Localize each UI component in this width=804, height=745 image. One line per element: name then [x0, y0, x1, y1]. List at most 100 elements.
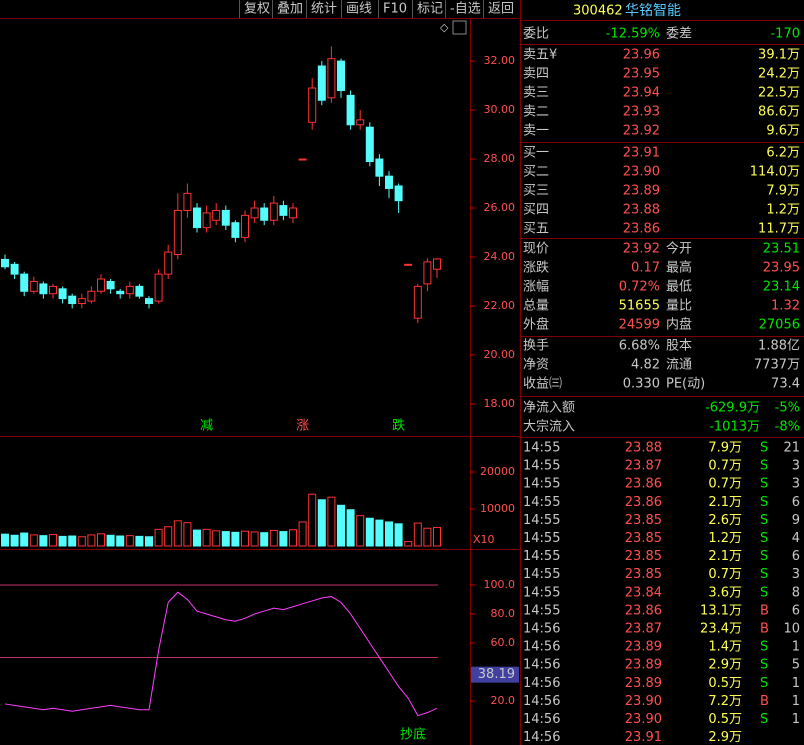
stock-code: 300462 [573, 4, 623, 19]
trade-time: 14:55 [523, 441, 560, 456]
signal-marker: 涨 [296, 419, 309, 434]
volume-bar [375, 519, 384, 547]
candle-body [250, 207, 259, 219]
volume-bar [404, 541, 413, 547]
candle-body [241, 214, 249, 238]
volume-bar [202, 528, 211, 547]
trade-volume: 7.9万 [708, 441, 742, 456]
bid-label: 买二 [523, 165, 549, 180]
y-tick-label: 20.00 [484, 348, 516, 361]
stat-label: 涨跌 [523, 260, 549, 276]
candle-body [337, 60, 345, 91]
settings-icon[interactable]: ◇ [440, 21, 449, 34]
candle-body [212, 209, 221, 221]
trade-side: B [760, 694, 769, 709]
trade-time: 14:55 [523, 531, 560, 546]
flow-label: 大宗流入 [523, 419, 575, 435]
candle-body [87, 290, 96, 302]
y-tick-label: 22.00 [484, 299, 516, 312]
candle-body [202, 212, 211, 229]
trade-volume: 2.1万 [708, 549, 742, 564]
trade-volume: 0.5万 [708, 676, 742, 691]
fund-value: 1.88亿 [758, 339, 800, 354]
trade-volume: 0.7万 [708, 567, 742, 582]
fund-value: 6.68% [619, 339, 660, 354]
trade-time: 14:56 [523, 640, 560, 655]
candle-body [106, 280, 115, 290]
trade-count: 6 [792, 495, 800, 510]
candle-body [308, 87, 317, 123]
volume-bar [346, 509, 355, 547]
candle-body [385, 175, 393, 189]
bid-label: 买三 [523, 184, 549, 199]
flow-value: -1013万 [709, 420, 760, 435]
candle-body [145, 298, 153, 305]
bid-volume: 6.2万 [766, 146, 800, 161]
candle-body [135, 285, 144, 297]
volume-bar [97, 533, 105, 547]
volume-bar [183, 522, 192, 547]
stat-label: 今开 [666, 241, 692, 257]
candle-body [1, 258, 9, 268]
volume-bar [49, 534, 57, 547]
volume-bar [260, 532, 269, 547]
bid-price: 23.91 [623, 146, 660, 161]
volume-bar [385, 521, 393, 547]
bid-price: 23.86 [623, 222, 660, 237]
stat-label: 外盘 [523, 317, 549, 333]
trade-price: 23.84 [625, 585, 662, 600]
candle-body [346, 94, 355, 126]
volume-unit: X10 [473, 533, 495, 546]
candle-body [68, 295, 77, 305]
trade-volume: 0.7万 [708, 477, 742, 492]
row-value: -12.59% [606, 27, 660, 42]
toolbar-button: F10 [383, 2, 407, 17]
trade-count: 3 [792, 567, 800, 582]
fund-label: 股本 [666, 339, 692, 354]
trade-price: 23.91 [625, 730, 662, 745]
volume-bar [29, 534, 38, 547]
indicator-tick-label: 20.0 [491, 694, 516, 707]
stat-label: 量比 [666, 299, 692, 314]
stat-value: 51655 [619, 299, 660, 314]
candle-body [260, 207, 269, 221]
trade-side: S [760, 531, 768, 546]
stat-label: 涨幅 [523, 280, 549, 295]
volume-bar [279, 531, 288, 547]
volume-bar [289, 529, 297, 547]
stat-value: 23.92 [623, 242, 660, 257]
trade-side: S [760, 441, 768, 456]
ask-price: 23.94 [623, 86, 660, 101]
ask-volume: 86.6万 [758, 105, 800, 120]
y-tick-label: 24.00 [484, 250, 516, 263]
trade-count: 10 [783, 622, 800, 637]
volume-tick-label: 10000 [480, 502, 515, 515]
trade-price: 23.90 [625, 712, 662, 727]
trade-time: 14:55 [523, 495, 560, 510]
collapse-button[interactable] [452, 20, 467, 35]
candle-body [356, 119, 365, 126]
fund-value: 0.330 [623, 377, 660, 392]
indicator-tick-label: 60.0 [491, 636, 516, 649]
volume-bar [10, 534, 19, 547]
row-value: -170 [770, 27, 800, 42]
current-value-box [471, 666, 519, 683]
y-tick-label: 18.00 [484, 397, 516, 410]
ask-label: 卖五¥ [523, 48, 557, 63]
candle-body [58, 288, 67, 300]
volume-bar [173, 520, 182, 547]
trade-time: 14:55 [523, 549, 560, 564]
trade-side: S [760, 676, 768, 691]
volume-bar [241, 530, 249, 547]
trade-count: 5 [792, 658, 800, 673]
trade-volume: 7.2万 [708, 694, 742, 709]
trade-side: S [760, 640, 768, 655]
signal-label: 抄底 [400, 727, 426, 743]
candle-body [231, 222, 240, 238]
trade-price: 23.90 [625, 694, 662, 709]
candle-body [125, 285, 134, 295]
toolbar-button: 统计 [311, 2, 337, 17]
trade-price: 23.87 [625, 459, 662, 474]
candle-body [20, 273, 29, 292]
